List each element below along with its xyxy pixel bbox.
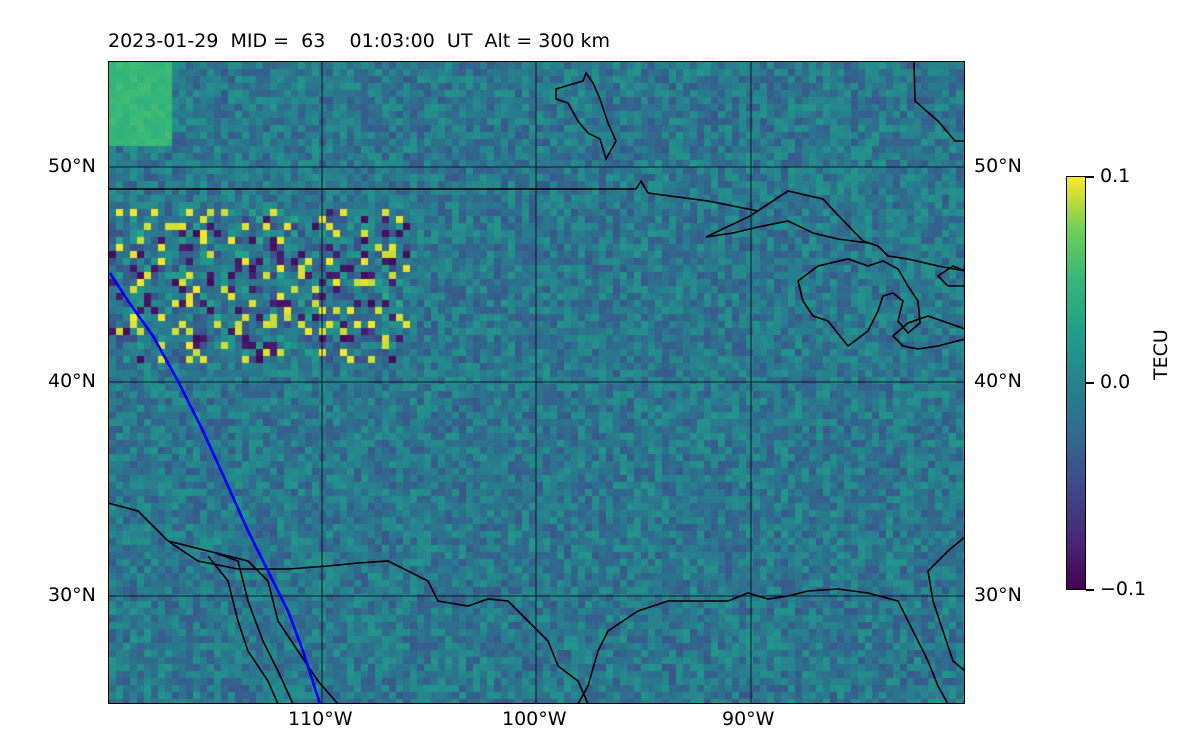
lat-label-left-50: 50°N: [48, 155, 96, 177]
colorbar-title: TECU: [1150, 329, 1172, 380]
baja-coast-west: [217, 553, 294, 704]
lat-label-right-40: 40°N: [974, 370, 1022, 392]
lake-erie: [891, 315, 965, 350]
mexico-us-border: [108, 502, 589, 704]
lake-superior-south: [705, 220, 869, 244]
colorbar-label-mid: 0.0: [1100, 371, 1131, 393]
northern-island: [555, 71, 617, 162]
colorbar-tick-min: [1086, 589, 1094, 591]
baja-peninsula: [207, 555, 279, 704]
lake-huron: [936, 265, 965, 287]
colorbar-label-max: 0.1: [1100, 165, 1131, 187]
lat-label-left-40: 40°N: [48, 370, 96, 392]
lon-label-90w: 90°W: [722, 708, 775, 730]
colorbar-label-min: −0.1: [1100, 578, 1147, 600]
colorbar-tick-mid: [1086, 382, 1094, 384]
map-overlay: [108, 61, 965, 704]
colorbar: [1066, 176, 1086, 590]
lake-superior-north: [705, 190, 965, 272]
lat-label-right-30: 30°N: [974, 584, 1022, 606]
lon-label-100w: 100°W: [502, 708, 567, 730]
florida-coast: [927, 536, 965, 672]
coastlines: [108, 61, 965, 704]
colorbar-tick-max: [1086, 176, 1094, 178]
lake-michigan: [797, 258, 921, 348]
baja-coast-east: [167, 540, 339, 704]
map-title: 2023-01-29 MID = 63 01:03:00 UT Alt = 30…: [108, 30, 611, 52]
lat-label-left-30: 30°N: [48, 584, 96, 606]
lon-label-110w: 110°W: [288, 708, 353, 730]
northeast-boundary: [913, 61, 965, 142]
us-canada-border: [108, 179, 759, 212]
satellite-track: [108, 272, 322, 704]
lat-label-right-50: 50°N: [974, 155, 1022, 177]
graticule: [108, 61, 965, 704]
gulf-coast: [577, 588, 949, 704]
